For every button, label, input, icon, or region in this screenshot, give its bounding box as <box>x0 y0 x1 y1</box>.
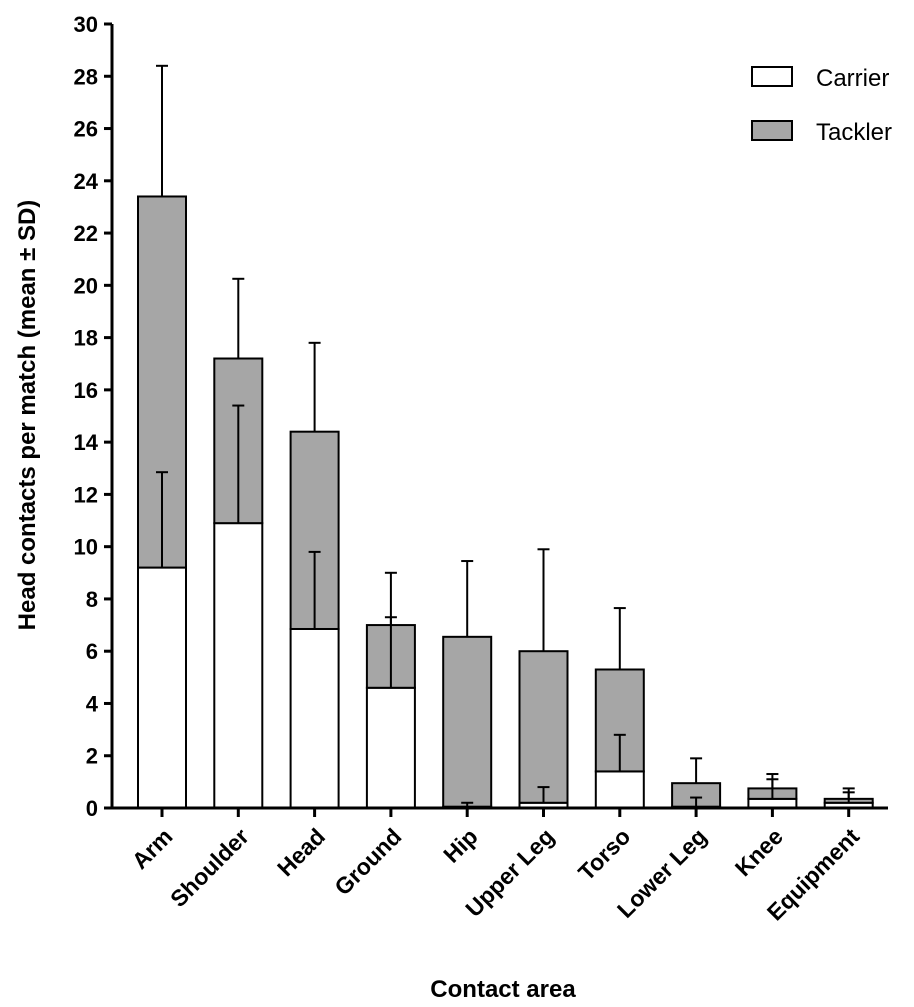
y-tick-label-24: 24 <box>74 169 99 194</box>
x-category-label-head: Head <box>272 823 330 881</box>
legend-label-carrier: Carrier <box>816 65 889 92</box>
y-tick-label-2: 2 <box>86 744 98 769</box>
bar-tackler-upper-leg <box>518 650 569 804</box>
y-tick-label-20: 20 <box>74 273 98 298</box>
y-tick-label-22: 22 <box>74 221 98 246</box>
y-tick-label-16: 16 <box>74 378 98 403</box>
bar-tackler-hip <box>442 635 493 808</box>
y-tick-label-8: 8 <box>86 587 98 612</box>
x-category-label-ground: Ground <box>329 823 406 900</box>
y-tick-label-28: 28 <box>74 64 98 89</box>
y-tick-label-14: 14 <box>74 430 99 455</box>
bar-carrier-torso <box>594 770 645 809</box>
y-tick-label-6: 6 <box>86 639 98 664</box>
y-axis-title: Head contacts per match (mean ± SD) <box>14 200 41 631</box>
legend: Carrier Tackler <box>751 65 892 146</box>
x-category-label-arm: Arm <box>127 823 178 874</box>
bar-carrier-ground <box>365 686 416 810</box>
bar-carrier-head <box>289 627 340 810</box>
y-tick-label-4: 4 <box>86 691 99 716</box>
error-bars-layer <box>156 64 855 807</box>
legend-swatch-carrier <box>751 66 793 87</box>
bar-carrier-shoulder <box>213 522 264 809</box>
bar-carrier-arm <box>137 566 187 809</box>
y-tick-label-26: 26 <box>74 117 98 142</box>
y-tick-label-0: 0 <box>86 796 98 821</box>
x-category-label-hip: Hip <box>438 823 483 868</box>
axes-layer <box>110 24 888 810</box>
y-tick-label-30: 30 <box>74 12 98 37</box>
y-tick-label-10: 10 <box>74 535 98 560</box>
legend-label-tackler: Tackler <box>816 119 892 146</box>
x-category-label-torso: Torso <box>573 823 635 885</box>
legend-swatch-tackler <box>751 120 793 141</box>
y-tick-label-12: 12 <box>74 482 98 507</box>
x-category-label-shoulder: Shoulder <box>165 823 254 912</box>
x-category-label-knee: Knee <box>730 823 788 881</box>
bars-layer <box>137 195 874 810</box>
y-tick-label-18: 18 <box>74 326 98 351</box>
x-axis-title: Contact area <box>430 976 576 1003</box>
